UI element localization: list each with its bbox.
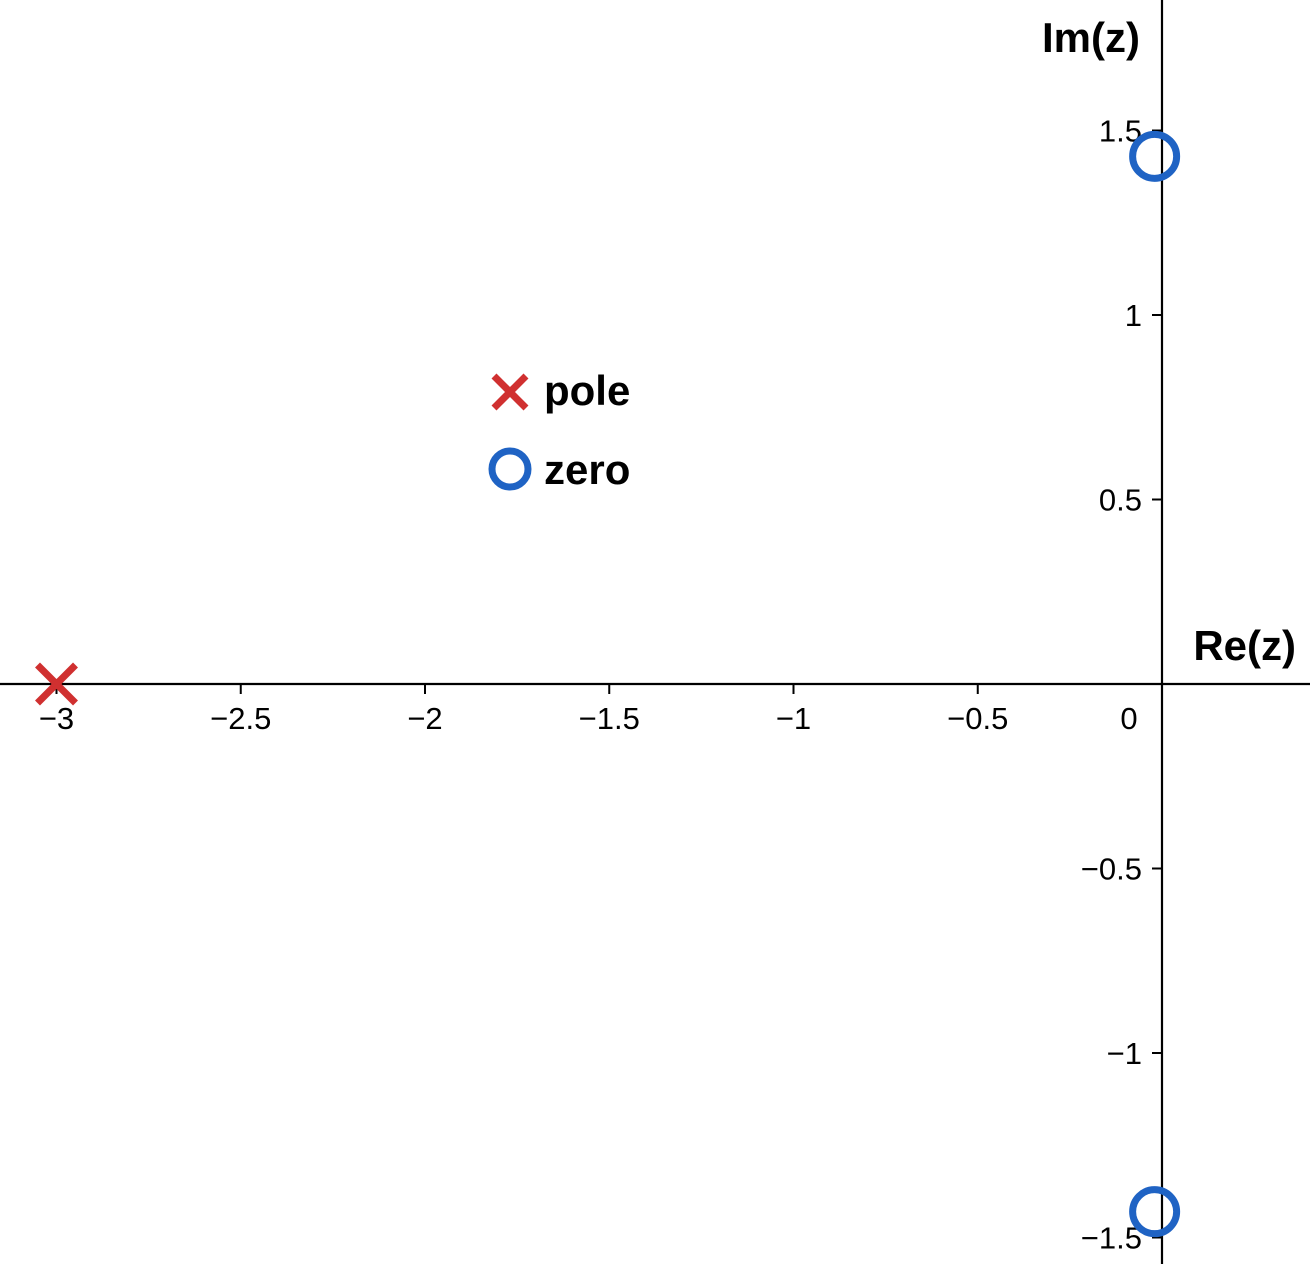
x-tick-label: −3 [39, 701, 74, 736]
legend-pole-label: pole [544, 367, 630, 414]
data-marks [35, 130, 1181, 1238]
x-tick-label: −1 [776, 701, 811, 736]
pole-marker [35, 662, 78, 706]
y-tick-label: −0.5 [1081, 852, 1142, 887]
x-tick-label: 0 [1120, 701, 1137, 736]
x-axis-label: Re(z) [1193, 622, 1296, 669]
ticks: −3 −2.5 −2 −1.5 −1 −0.5 01.510.5−0.5−1−1.5 [39, 114, 1163, 1256]
zero-marker [1129, 130, 1181, 182]
y-tick-label: 0.5 [1099, 483, 1142, 518]
y-tick-label: 1 [1125, 298, 1142, 333]
x-stroke-b [35, 662, 78, 706]
zero-marker [1129, 1186, 1181, 1238]
x-stroke-b [491, 373, 529, 411]
x-tick-label: −1.5 [579, 701, 640, 736]
y-tick-label: −1 [1107, 1036, 1142, 1071]
legend-zero-label: zero [544, 446, 630, 493]
legend-pole-x [491, 373, 529, 411]
x-tick-label: −2.5 [210, 701, 271, 736]
y-tick-label: −1.5 [1081, 1221, 1142, 1256]
legend-zero-o [488, 447, 532, 491]
x-tick-label: −0.5 [947, 701, 1008, 736]
legend: pole zero [488, 367, 630, 493]
x-tick-label: −2 [407, 701, 442, 736]
legend-zero-marker [488, 447, 532, 491]
y-axis-label: Im(z) [1042, 14, 1140, 61]
legend-pole-marker [491, 373, 529, 411]
